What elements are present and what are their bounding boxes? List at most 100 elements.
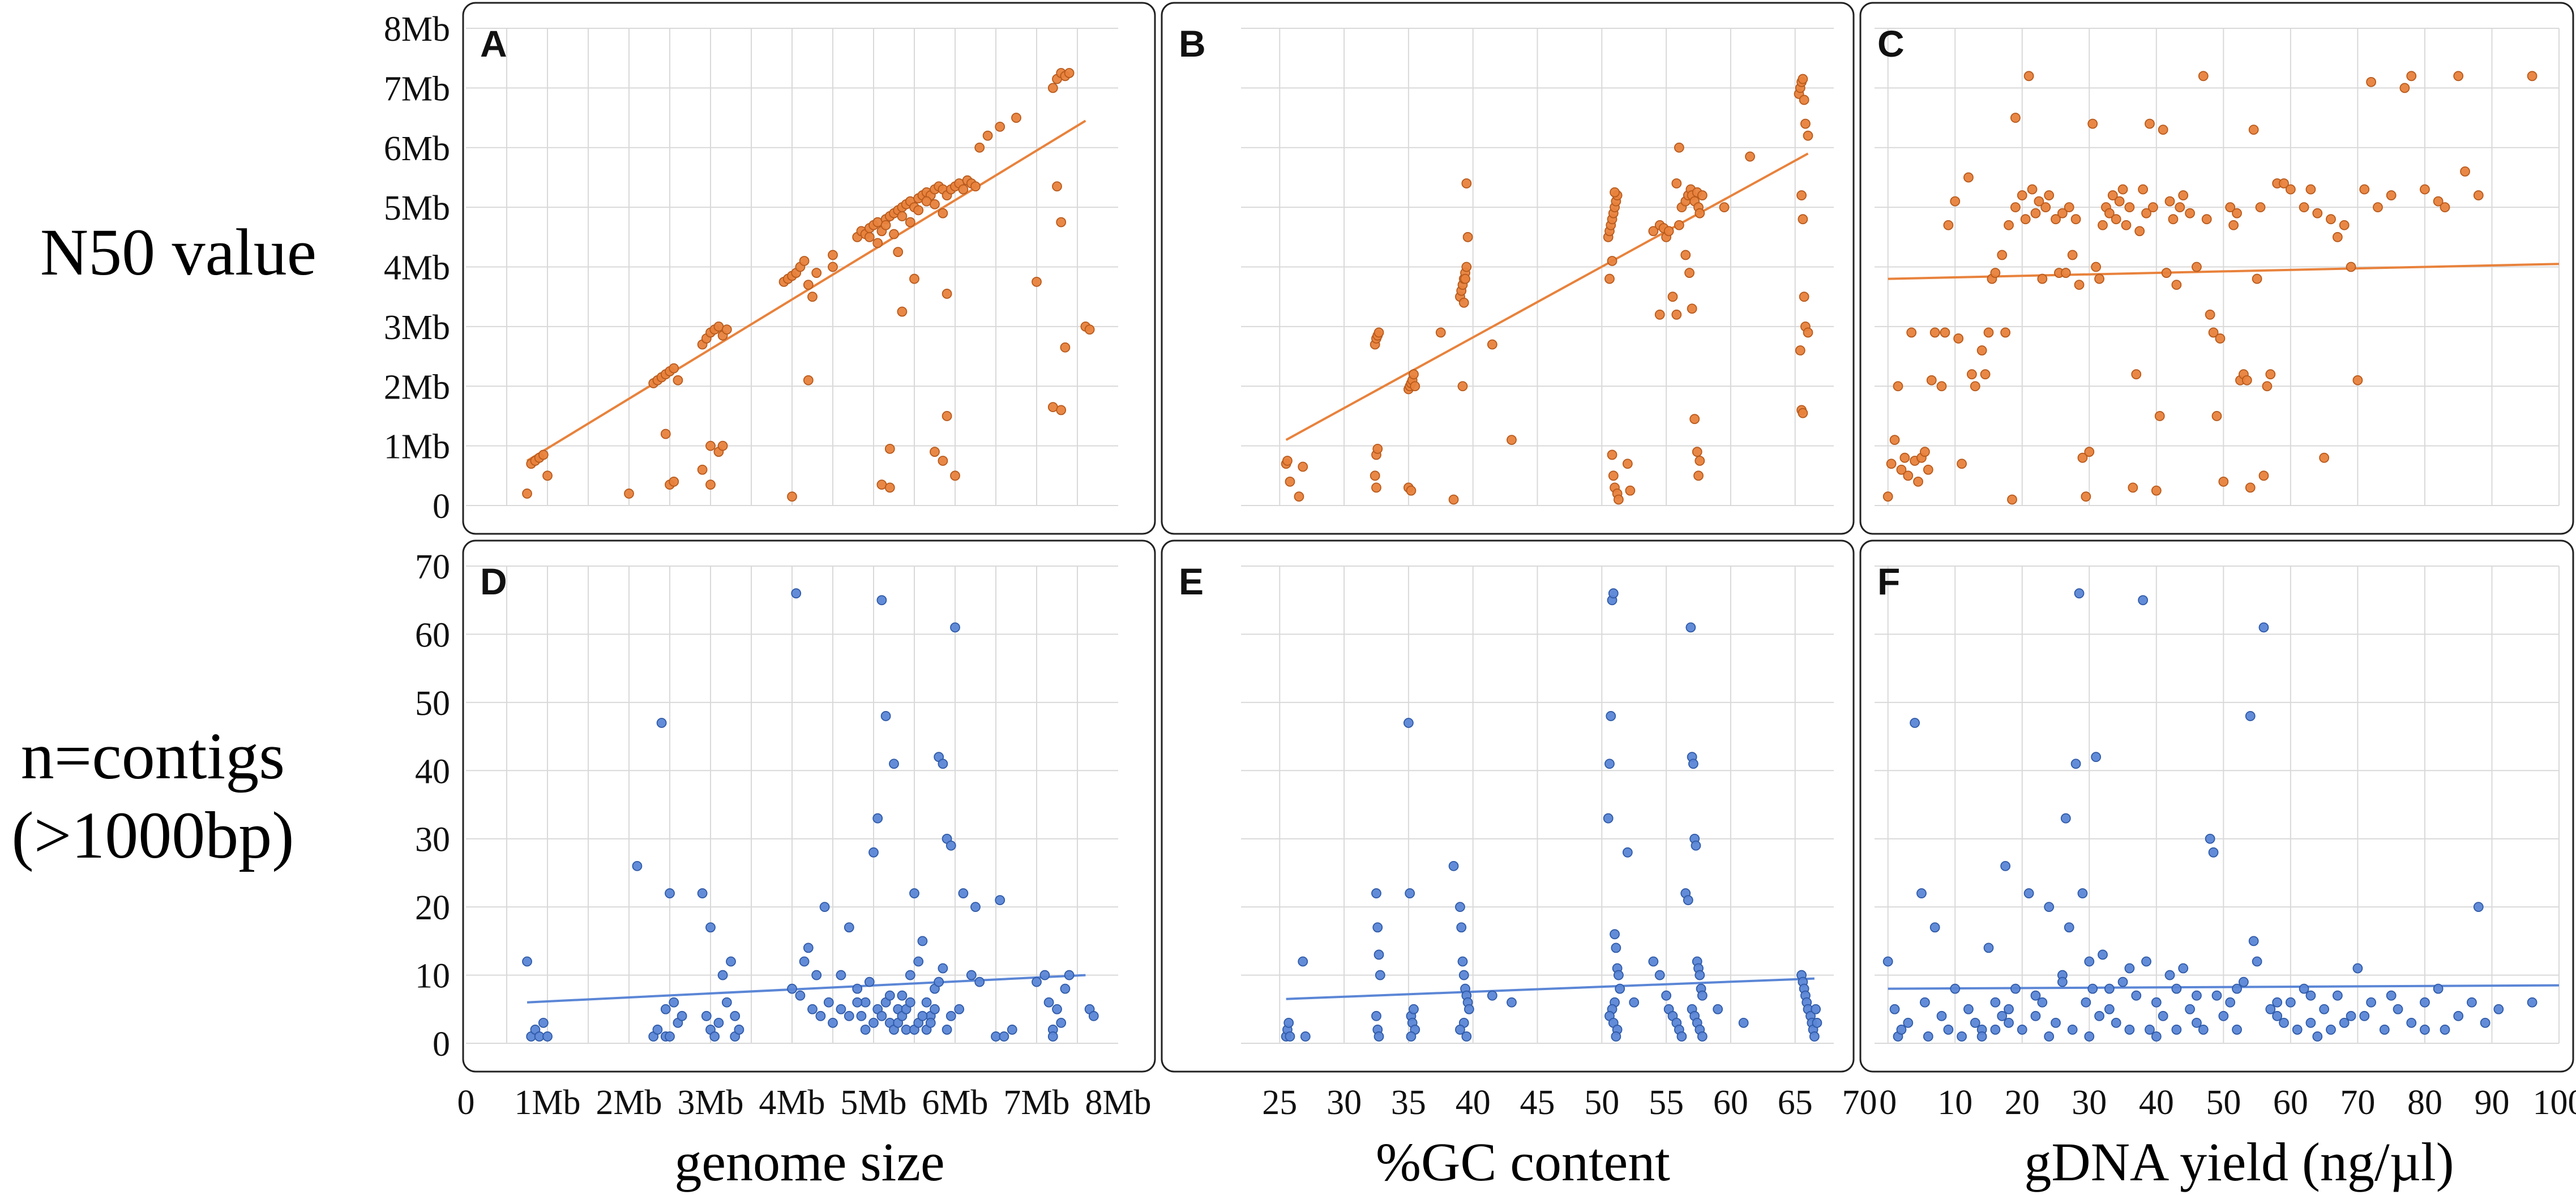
- data-point: [823, 997, 834, 1008]
- data-point: [1461, 178, 1472, 189]
- data-point: [1375, 970, 1385, 980]
- data-point: [2473, 190, 2484, 200]
- data-point: [1371, 1010, 1381, 1021]
- x-tick-label: 100: [2533, 1083, 2576, 1122]
- data-point: [2326, 214, 2336, 225]
- data-point: [917, 1010, 928, 1021]
- data-point: [974, 142, 985, 153]
- data-point: [2067, 250, 2078, 260]
- data-point: [1943, 1025, 1954, 1035]
- data-point: [1371, 482, 1381, 493]
- data-point: [542, 470, 553, 481]
- data-point: [938, 456, 948, 466]
- data-point: [2232, 208, 2242, 219]
- data-point: [2192, 1017, 2202, 1028]
- data-point: [2319, 1004, 2330, 1014]
- data-point: [2023, 888, 2034, 898]
- data-point: [2051, 214, 2061, 225]
- x-tick-label: 0: [457, 1083, 475, 1122]
- data-point: [2178, 190, 2189, 200]
- data-point: [1448, 860, 1459, 871]
- trend-line: [1286, 977, 1815, 1000]
- data-point: [2175, 202, 2185, 213]
- data-point: [2000, 860, 2011, 871]
- data-point: [1371, 888, 1381, 898]
- data-point: [2460, 166, 2470, 177]
- data-point: [1667, 292, 1678, 302]
- data-point: [1622, 847, 1633, 858]
- x-tick-label: 3Mb: [677, 1083, 743, 1122]
- data-point: [2040, 202, 2051, 213]
- data-point: [522, 489, 532, 499]
- data-point: [917, 936, 928, 946]
- data-point: [1663, 226, 1674, 237]
- data-point: [660, 429, 671, 439]
- data-point: [538, 1017, 549, 1028]
- data-point: [1910, 718, 1920, 728]
- data-point: [665, 888, 675, 898]
- data-point: [1060, 983, 1071, 994]
- data-point: [2087, 118, 2098, 129]
- data-point: [2272, 997, 2283, 1008]
- data-point: [893, 247, 904, 258]
- data-point: [669, 476, 679, 487]
- data-point: [705, 440, 716, 451]
- data-point: [2319, 452, 2330, 463]
- data-point: [1039, 970, 1050, 980]
- data-point: [1611, 1031, 1621, 1042]
- data-point: [2104, 1004, 2115, 1014]
- x-tick-label: 70: [1842, 1083, 1877, 1122]
- data-point: [2131, 990, 2142, 1001]
- data-point: [2473, 902, 2484, 913]
- data-point: [1608, 470, 1619, 481]
- data-point: [1661, 990, 1672, 1001]
- data-point: [930, 199, 940, 209]
- data-point: [2258, 470, 2269, 481]
- x-tick-label: 4Mb: [759, 1083, 825, 1122]
- data-point: [734, 1025, 744, 1035]
- data-point: [1457, 381, 1468, 392]
- panel-d: D 0 10 20 30 40 50 60 70 0 1Mb 2Mb 3Mb 4Mb 5Mb 6Mb 7Mb 8M…: [415, 539, 1156, 1122]
- data-point: [1692, 447, 1702, 457]
- data-point: [1926, 375, 1937, 386]
- panel-frame: [1161, 2, 1855, 535]
- data-point: [938, 759, 948, 769]
- data-point: [2241, 375, 2252, 386]
- data-point: [884, 443, 895, 454]
- data-point: [2285, 184, 2296, 195]
- panel-f: F 0 10 20 30 40 50 60 70 80 90 100: [1859, 539, 2576, 1122]
- data-point: [2074, 280, 2085, 290]
- data-point: [2225, 997, 2236, 1008]
- data-point: [1886, 459, 1897, 469]
- data-point: [1603, 813, 1614, 824]
- data-point: [2017, 190, 2027, 200]
- x-tick-label: 1Mb: [514, 1083, 580, 1122]
- data-point: [1691, 840, 1701, 851]
- data-point: [2453, 71, 2464, 82]
- data-point: [1613, 494, 1624, 505]
- y-tick-label: 60: [415, 616, 450, 654]
- data-point: [934, 976, 944, 987]
- data-point: [542, 1031, 553, 1042]
- data-point: [2084, 956, 2095, 967]
- data-point: [1403, 718, 1414, 728]
- data-point: [701, 1010, 712, 1021]
- data-point: [1607, 256, 1618, 266]
- data-point: [2027, 184, 2038, 195]
- data-point: [1697, 1031, 1708, 1042]
- data-point: [950, 470, 960, 481]
- data-point: [1654, 970, 1665, 980]
- x-tick-label: 30: [1326, 1083, 1362, 1122]
- data-point: [1047, 83, 1058, 93]
- y-tick-label: 6Mb: [384, 130, 450, 168]
- data-point: [1487, 339, 1497, 350]
- data-point: [905, 997, 915, 1008]
- data-point: [1455, 902, 1465, 913]
- data-point: [2527, 71, 2538, 82]
- data-point: [1674, 142, 1684, 153]
- data-point: [1615, 983, 1625, 994]
- data-point: [921, 997, 932, 1008]
- trend-line: [527, 974, 1086, 1004]
- data-point: [2081, 491, 2091, 502]
- data-point: [2151, 485, 2162, 496]
